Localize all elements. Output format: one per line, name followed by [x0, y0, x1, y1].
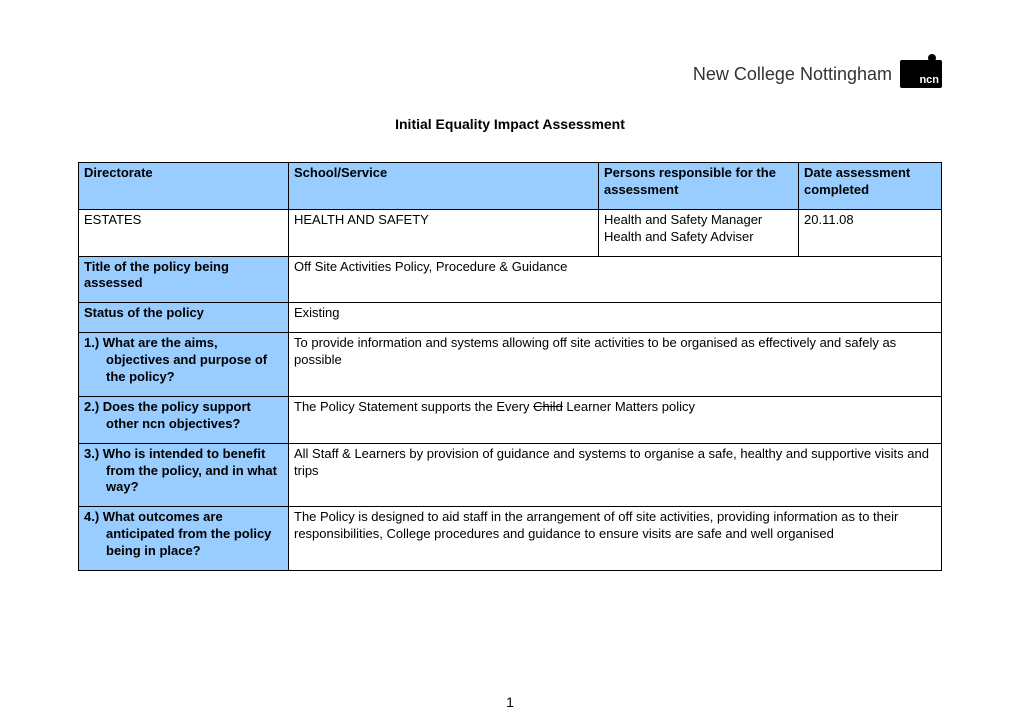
q3-line1: 3.) Who is intended to benefit	[84, 446, 265, 461]
header-date: Date assessment completed	[799, 163, 942, 210]
label-title-policy: Title of the policy being assessed	[79, 256, 289, 303]
value-q3: All Staff & Learners by provision of gui…	[289, 443, 942, 507]
label-q4: 4.) What outcomes are anticipated from t…	[79, 507, 289, 571]
cell-directorate: ESTATES	[79, 209, 289, 256]
value-q2: The Policy Statement supports the Every …	[289, 396, 942, 443]
label-q1: 1.) What are the aims, objectives and pu…	[79, 333, 289, 397]
cell-date: 20.11.08	[799, 209, 942, 256]
table-row: Title of the policy being assessed Off S…	[79, 256, 942, 303]
table-header-row: Directorate School/Service Persons respo…	[79, 163, 942, 210]
document-title: Initial Equality Impact Assessment	[78, 116, 942, 132]
q2-line2: other ncn objectives?	[84, 416, 283, 433]
label-q2: 2.) Does the policy support other ncn ob…	[79, 396, 289, 443]
value-title-policy: Off Site Activities Policy, Procedure & …	[289, 256, 942, 303]
page-number: 1	[0, 694, 1020, 710]
q1-line1: 1.) What are the aims,	[84, 335, 218, 350]
logo-icon: ncn	[900, 60, 942, 88]
header-school: School/Service	[289, 163, 599, 210]
logo-text: New College Nottingham	[693, 64, 892, 85]
document-page: New College Nottingham ncn Initial Equal…	[0, 0, 1020, 720]
cell-school: HEALTH AND SAFETY	[289, 209, 599, 256]
q3-line2: from the policy, and in what way?	[84, 463, 283, 497]
logo-abbr: ncn	[919, 74, 939, 86]
persons-line2: Health and Safety Adviser	[604, 229, 754, 244]
q2-line1: 2.) Does the policy support	[84, 399, 251, 414]
q4-line2: anticipated from the policy being in pla…	[84, 526, 283, 560]
header-directorate: Directorate	[79, 163, 289, 210]
table-row: 3.) Who is intended to benefit from the …	[79, 443, 942, 507]
assessment-table: Directorate School/Service Persons respo…	[78, 162, 942, 571]
label-status: Status of the policy	[79, 303, 289, 333]
q2-post: Learner Matters policy	[563, 399, 695, 414]
q2-pre: The Policy Statement supports the Every	[294, 399, 533, 414]
q2-strike: Child	[533, 399, 563, 414]
value-status: Existing	[289, 303, 942, 333]
cell-persons: Health and Safety Manager Health and Saf…	[599, 209, 799, 256]
persons-line1: Health and Safety Manager	[604, 212, 762, 227]
table-row: 4.) What outcomes are anticipated from t…	[79, 507, 942, 571]
value-q1: To provide information and systems allow…	[289, 333, 942, 397]
table-row: Status of the policy Existing	[79, 303, 942, 333]
logo-area: New College Nottingham ncn	[78, 30, 942, 88]
table-row: 2.) Does the policy support other ncn ob…	[79, 396, 942, 443]
label-q3: 3.) Who is intended to benefit from the …	[79, 443, 289, 507]
header-persons: Persons responsible for the assessment	[599, 163, 799, 210]
value-q4: The Policy is designed to aid staff in t…	[289, 507, 942, 571]
q4-line1: 4.) What outcomes are	[84, 509, 223, 524]
table-row: ESTATES HEALTH AND SAFETY Health and Saf…	[79, 209, 942, 256]
table-row: 1.) What are the aims, objectives and pu…	[79, 333, 942, 397]
q1-line2: objectives and purpose of the policy?	[84, 352, 283, 386]
